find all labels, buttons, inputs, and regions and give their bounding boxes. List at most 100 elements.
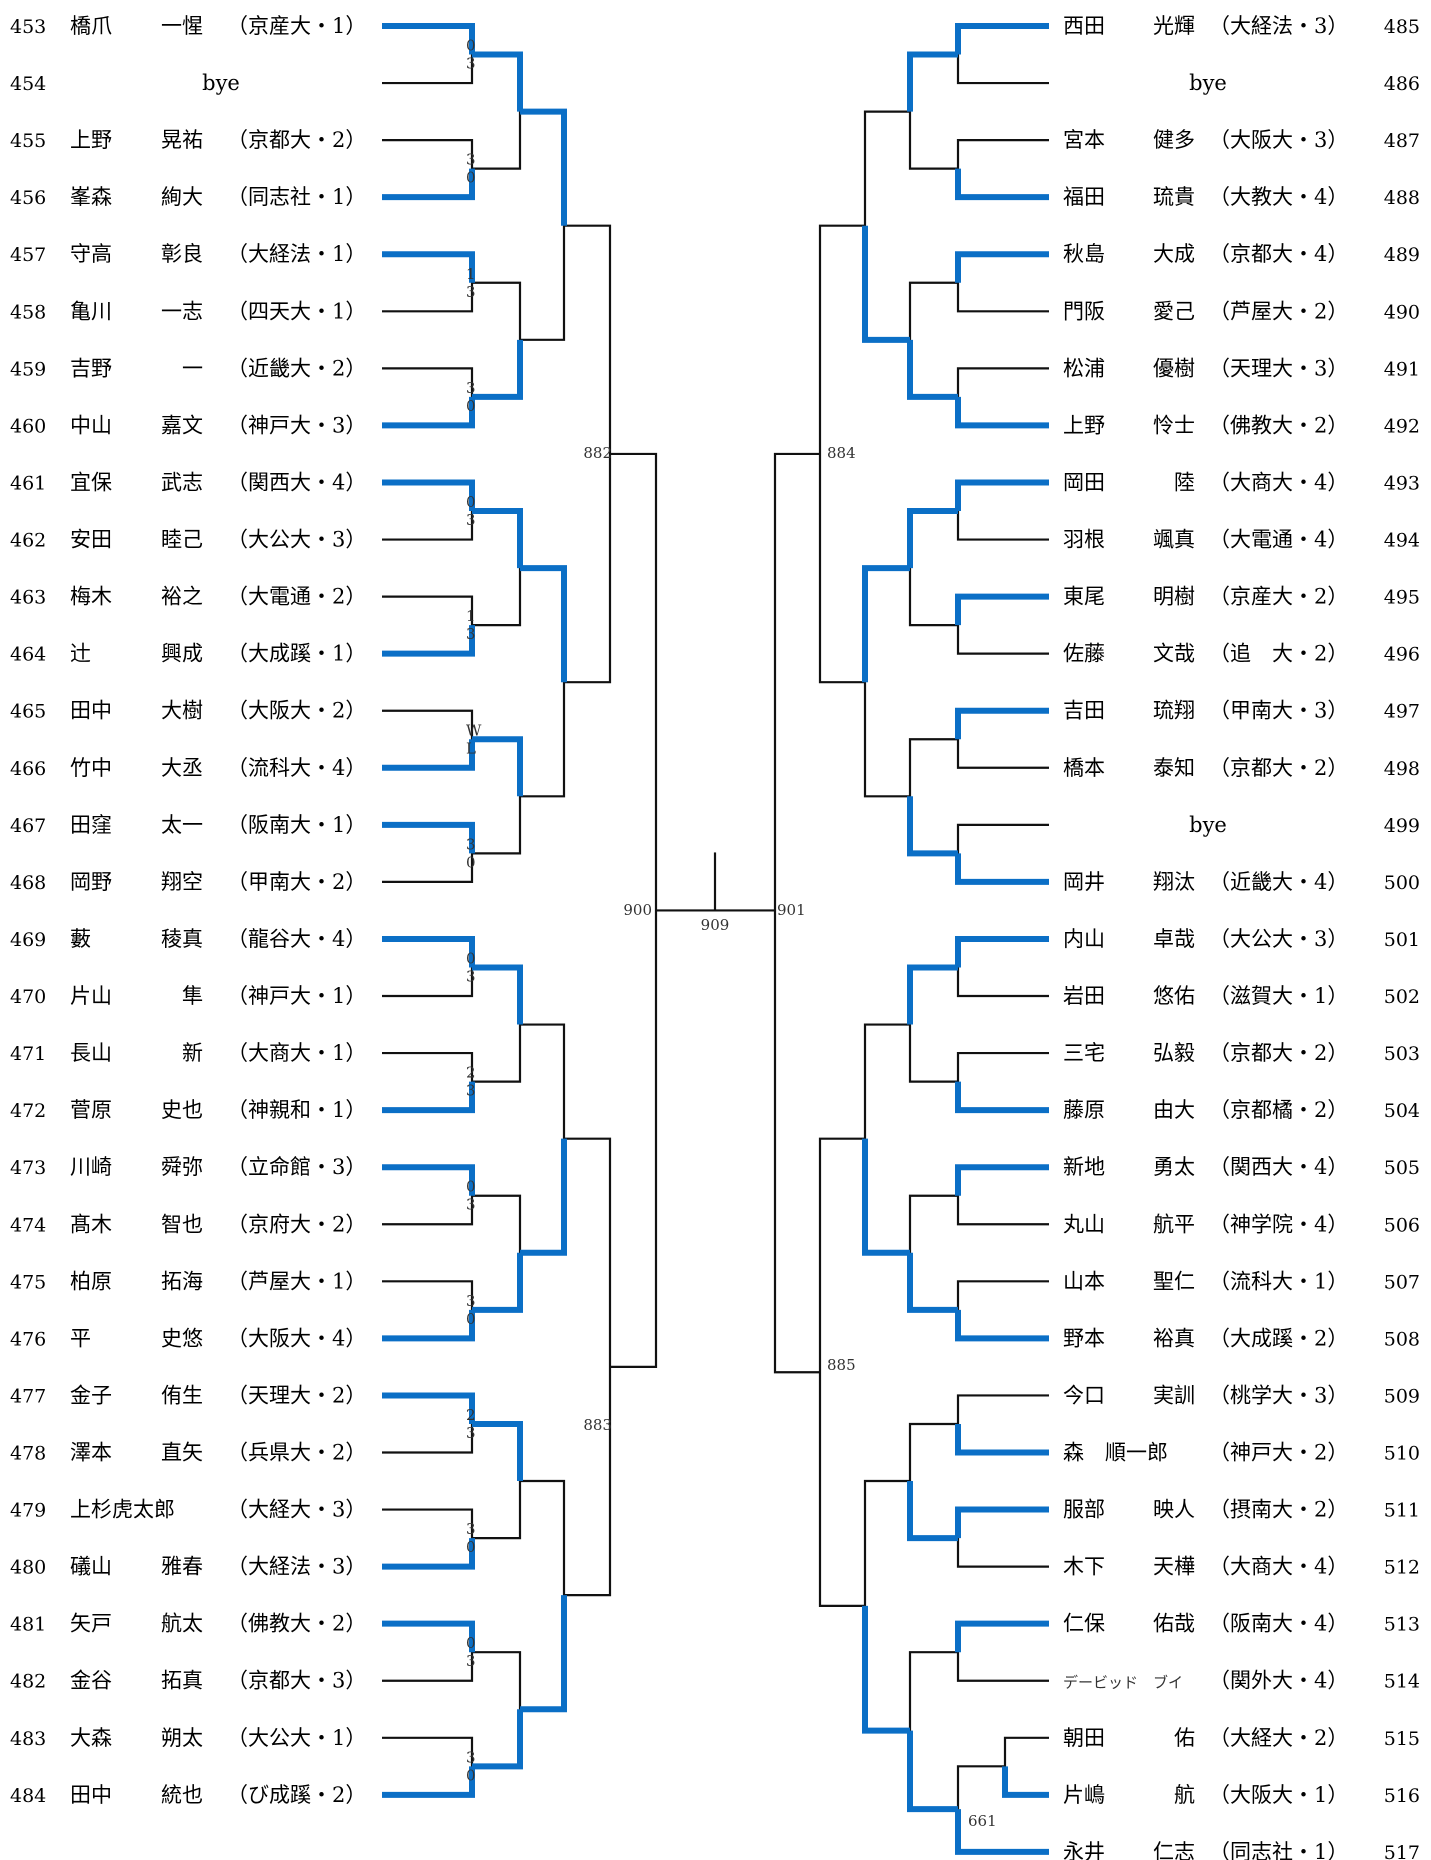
player-given-name: 愛己 — [1153, 299, 1195, 323]
match-number: 901 — [777, 901, 806, 919]
bracket-line — [382, 709, 474, 769]
player-affiliation: （大電通・2） — [227, 585, 366, 609]
player-family-name: 中山 — [70, 413, 112, 437]
bracket-line — [472, 509, 522, 627]
bracket-line — [956, 139, 1049, 199]
player-given-name: 舜弥 — [161, 1155, 203, 1179]
winner-path — [955, 853, 1049, 885]
player-given-name: 史也 — [161, 1098, 203, 1122]
player-given-name: 陸 — [1174, 470, 1195, 494]
bracket-line — [382, 1736, 474, 1796]
score: L — [466, 739, 476, 757]
player-number: 490 — [1384, 301, 1420, 323]
player-given-name: 颯真 — [1153, 528, 1195, 552]
player-number: 470 — [10, 986, 46, 1008]
match-number: 884 — [827, 444, 856, 462]
player-family-name: 橋本 — [1063, 756, 1105, 780]
player-affiliation: （京都大・2） — [1209, 756, 1348, 780]
winner-path — [472, 1420, 523, 1482]
player-given-name: 翔空 — [161, 870, 203, 894]
player-number: 460 — [10, 415, 46, 437]
winner-path — [520, 1138, 567, 1256]
player-affiliation: （近畿大・4） — [1209, 870, 1348, 894]
bracket-line — [382, 1622, 474, 1682]
player-given-name: 健多 — [1153, 128, 1195, 152]
winner-path — [955, 168, 1049, 201]
player-number: 495 — [1384, 587, 1420, 609]
bracket-line — [382, 1508, 474, 1568]
player-affiliation: （大教大・4） — [1209, 185, 1348, 209]
score: 0 — [466, 853, 476, 871]
player-family-name: 東尾 — [1063, 585, 1105, 609]
player-given-name: 仁志 — [1153, 1840, 1195, 1860]
bracket-line — [564, 1137, 612, 1597]
bracket-line — [908, 1422, 958, 1540]
score: 3 — [466, 967, 476, 985]
bracket-line — [956, 1166, 1049, 1226]
bracket-line — [863, 1479, 910, 1732]
player-number: 480 — [10, 1557, 46, 1579]
winner-path — [382, 251, 475, 283]
player-given-name: 由大 — [1153, 1098, 1195, 1122]
player-number: 488 — [1384, 187, 1420, 209]
bracket-line — [956, 1508, 1049, 1568]
player-affiliation: （甲南大・3） — [1209, 699, 1348, 723]
player-family-name: 梅木 — [70, 585, 112, 609]
bracket-line — [382, 595, 474, 655]
player-number: 477 — [10, 1385, 46, 1407]
match-number: 885 — [827, 1356, 856, 1374]
player-number: 483 — [10, 1728, 46, 1750]
player-family-name: 松浦 — [1063, 356, 1105, 380]
player-affiliation: （龍谷大・4） — [227, 927, 366, 951]
bracket-line — [956, 1394, 1049, 1454]
player-affiliation: （天理大・2） — [227, 1383, 366, 1407]
winner-path — [907, 51, 958, 112]
player-given-name: 卓哉 — [1153, 927, 1195, 951]
player-given-name: 大丞 — [161, 756, 203, 780]
player-family-name: 金子 — [70, 1383, 112, 1407]
winner-path — [472, 1709, 523, 1770]
player-affiliation: （京都大・2） — [227, 128, 366, 152]
player-given-name: 琉翔 — [1153, 699, 1195, 723]
player-given-name: 映人 — [1153, 1498, 1195, 1522]
player-number: 511 — [1384, 1500, 1420, 1522]
player-given-name: 侑生 — [161, 1383, 203, 1407]
bracket-line — [1003, 1736, 1049, 1796]
bracket-line — [956, 481, 1049, 541]
player-family-name: 吉田 — [1063, 699, 1105, 723]
player-number: 479 — [10, 1500, 46, 1522]
player-family-name: 門阪 — [1063, 299, 1105, 323]
player-family-name: 上野 — [70, 128, 112, 152]
player-affiliation: （大公大・3） — [227, 528, 366, 552]
winner-path — [862, 565, 910, 683]
score: 0 — [466, 1634, 476, 1652]
winner-path — [907, 1730, 958, 1813]
player-affiliation: （滋賀大・1） — [1209, 984, 1348, 1008]
player-affiliation: （桃学大・3） — [1209, 1383, 1348, 1407]
player-given-name: 文哉 — [1153, 642, 1195, 666]
player-family-name: 羽根 — [1063, 528, 1105, 552]
player-given-name: 天樺 — [1153, 1555, 1195, 1579]
player-family-name: 金谷 — [70, 1669, 112, 1693]
player-given-name: 智也 — [161, 1212, 203, 1236]
player-family-name: 矢戸 — [70, 1612, 112, 1636]
player-number: 498 — [1384, 758, 1420, 780]
player-affiliation: （摂南大・2） — [1209, 1498, 1348, 1522]
bracket-line — [472, 966, 522, 1083]
bracket-line — [956, 595, 1049, 655]
winner-path — [955, 251, 1049, 283]
player-affiliation: （神学院・4） — [1209, 1212, 1348, 1236]
player-number: 504 — [1384, 1100, 1420, 1122]
player-affiliation: （四天大・1） — [227, 299, 366, 323]
player-affiliation: （大経法・3） — [227, 1555, 366, 1579]
player-number: 457 — [10, 244, 46, 266]
player-affiliation: （大公大・1） — [227, 1726, 366, 1750]
player-number: 469 — [10, 929, 46, 951]
player-given-name: 光輝 — [1153, 14, 1195, 38]
player-name: 上杉虎太郎 — [70, 1498, 175, 1522]
winner-path — [382, 168, 475, 201]
player-affiliation: （大公大・3） — [1209, 927, 1348, 951]
player-given-name: 雅春 — [161, 1555, 203, 1579]
bracket-line — [908, 509, 958, 627]
player-given-name: 航太 — [161, 1612, 203, 1636]
